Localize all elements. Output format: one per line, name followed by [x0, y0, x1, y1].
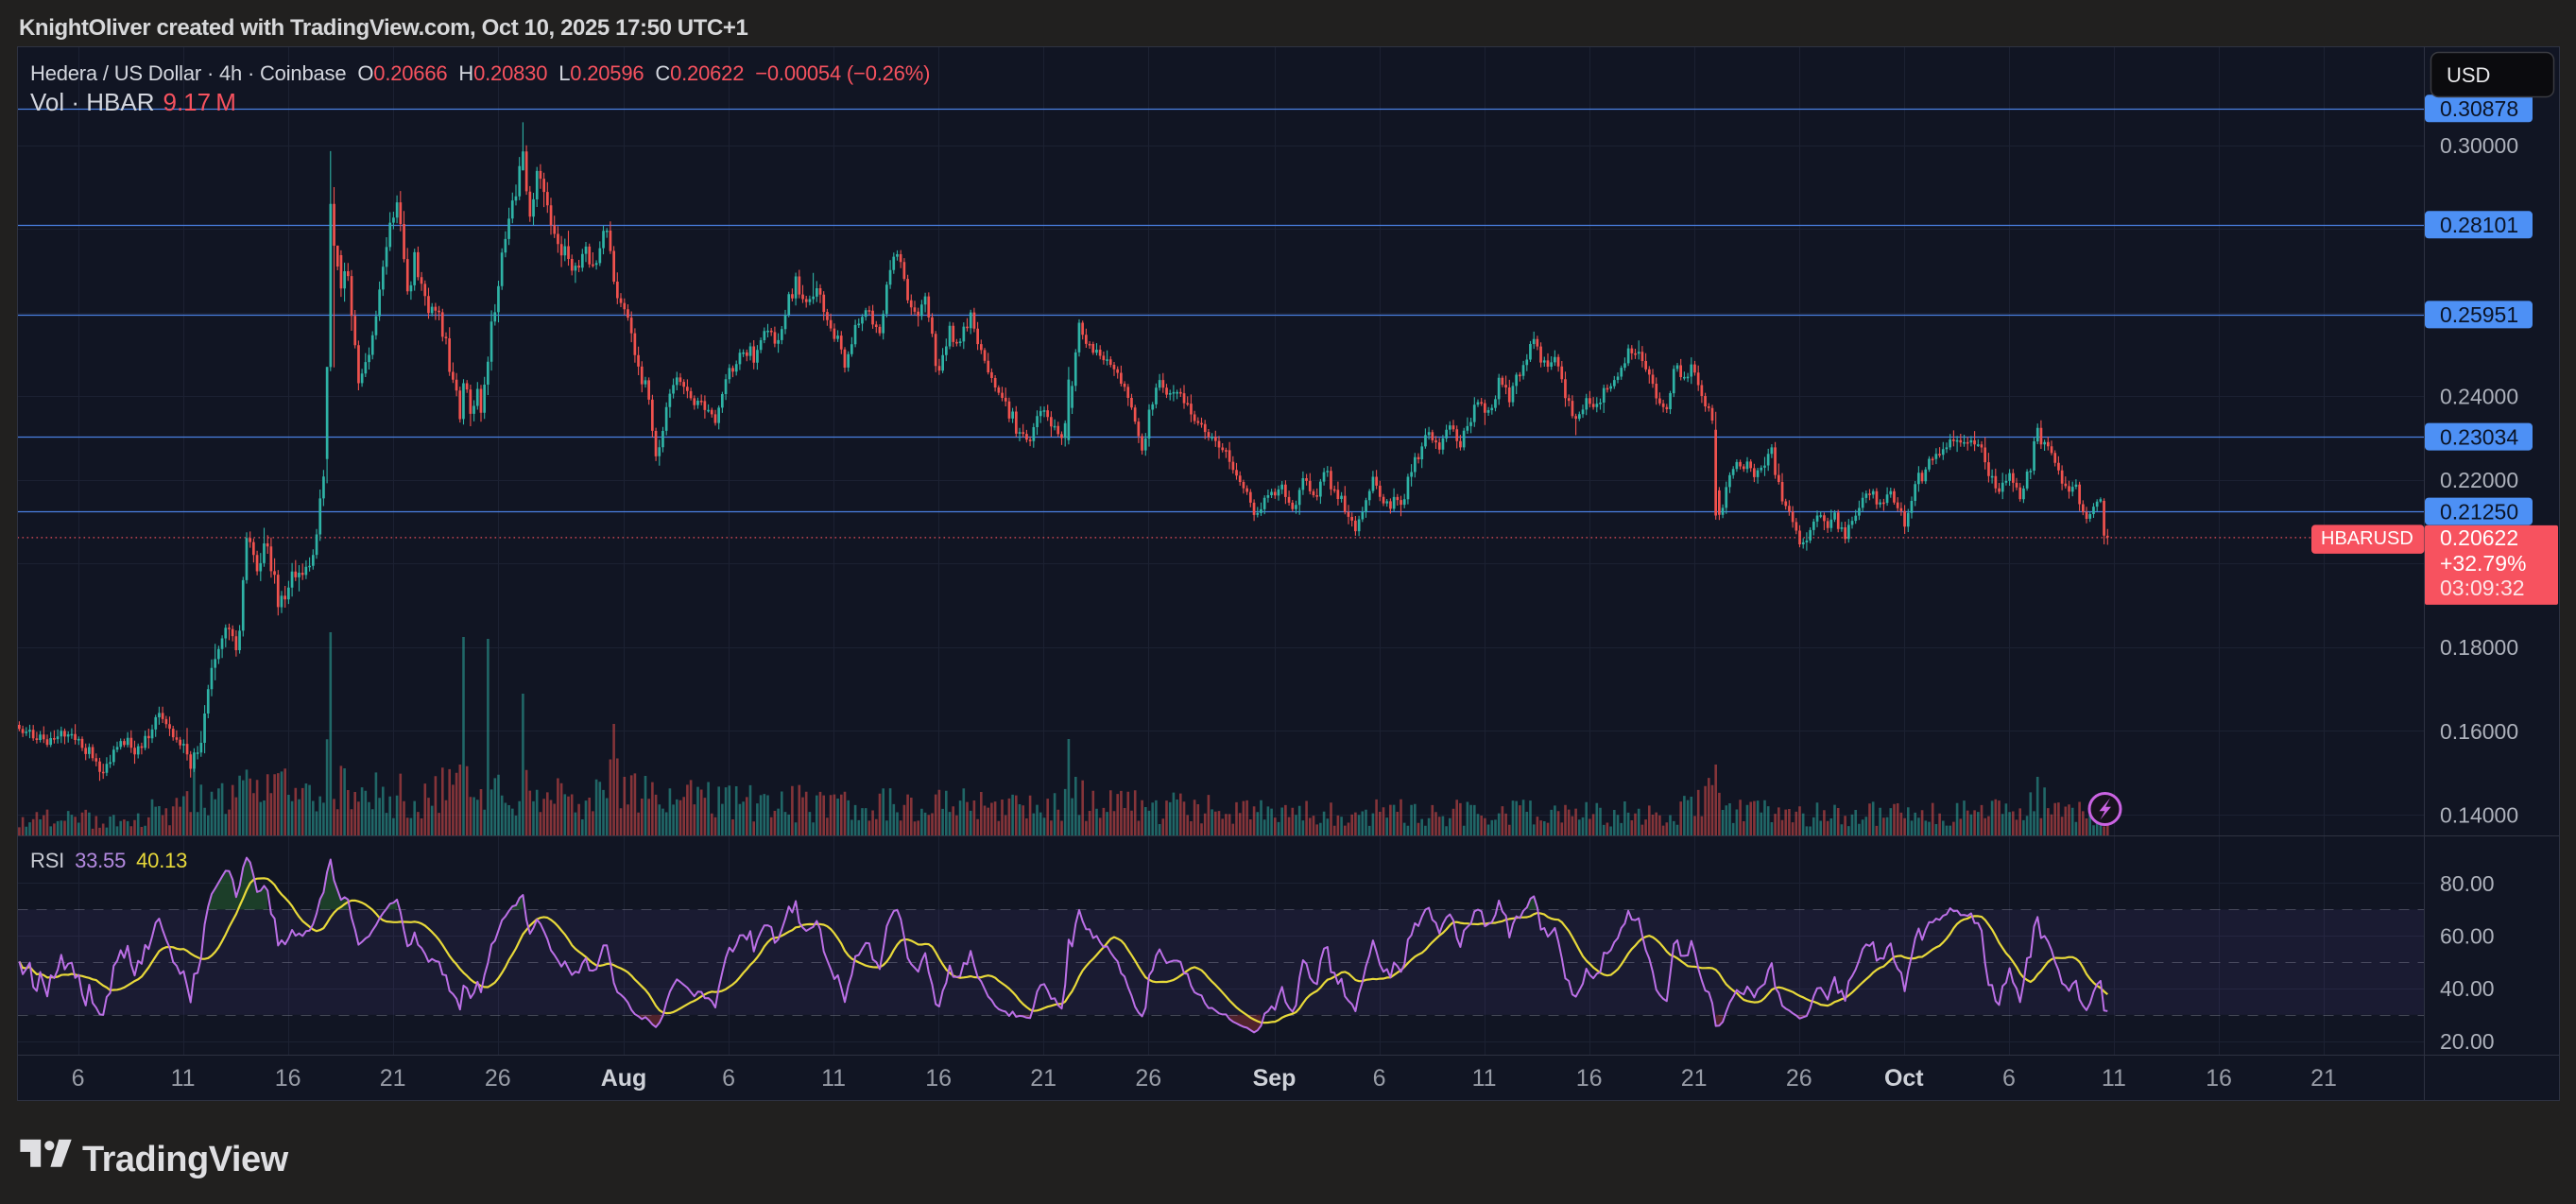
svg-text:11: 11	[2102, 1065, 2126, 1092]
svg-text:80.00: 80.00	[2440, 871, 2495, 896]
svg-text:0.22000: 0.22000	[2440, 468, 2518, 492]
svg-text:6: 6	[1373, 1065, 1386, 1092]
svg-text:03:09:32: 03:09:32	[2440, 576, 2525, 600]
svg-text:21: 21	[2310, 1065, 2337, 1092]
svg-text:26: 26	[1786, 1065, 1812, 1092]
svg-text:TradingView: TradingView	[82, 1140, 289, 1179]
svg-text:HBARUSD: HBARUSD	[2321, 528, 2413, 549]
svg-text:USD: USD	[2447, 63, 2490, 87]
svg-text:Oct: Oct	[1884, 1065, 1924, 1092]
svg-text:0.18000: 0.18000	[2440, 635, 2518, 660]
svg-text:11: 11	[171, 1065, 196, 1092]
svg-text:11: 11	[1472, 1065, 1497, 1092]
svg-text:0.21250: 0.21250	[2440, 499, 2518, 524]
svg-text:11: 11	[821, 1065, 846, 1092]
svg-text:Hedera / US Dollar · 4h · Coin: Hedera / US Dollar · 4h · Coinbase O0.206…	[30, 61, 930, 85]
svg-text:0.23034: 0.23034	[2440, 424, 2518, 449]
svg-text:6: 6	[2002, 1065, 2016, 1092]
svg-text:16: 16	[1576, 1065, 1603, 1092]
svg-text:0.30878: 0.30878	[2440, 96, 2518, 121]
svg-text:6: 6	[72, 1065, 85, 1092]
svg-text:6: 6	[722, 1065, 735, 1092]
svg-text:21: 21	[380, 1065, 406, 1092]
svg-text:40.00: 40.00	[2440, 976, 2495, 1001]
svg-text:26: 26	[485, 1065, 511, 1092]
svg-text:0.16000: 0.16000	[2440, 719, 2518, 744]
svg-text:60.00: 60.00	[2440, 924, 2495, 949]
svg-text:0.20622: 0.20622	[2440, 525, 2518, 550]
svg-text:+32.79%: +32.79%	[2440, 551, 2526, 576]
svg-text:0.24000: 0.24000	[2440, 385, 2518, 409]
svg-text:16: 16	[925, 1065, 952, 1092]
svg-text:26: 26	[1135, 1065, 1161, 1092]
svg-text:KnightOliver created with Trad: KnightOliver created with TradingView.co…	[19, 15, 748, 41]
svg-text:16: 16	[275, 1065, 301, 1092]
svg-text:20.00: 20.00	[2440, 1029, 2495, 1054]
svg-text:0.28101: 0.28101	[2440, 213, 2518, 237]
svg-text:0.30000: 0.30000	[2440, 133, 2518, 158]
svg-text:16: 16	[2206, 1065, 2232, 1092]
svg-text:0.14000: 0.14000	[2440, 802, 2518, 827]
svg-text:21: 21	[1030, 1065, 1056, 1092]
svg-text:Aug: Aug	[601, 1065, 647, 1092]
svg-text:Sep: Sep	[1253, 1065, 1297, 1092]
svg-text:21: 21	[1681, 1065, 1708, 1092]
svg-text:0.25951: 0.25951	[2440, 302, 2518, 327]
